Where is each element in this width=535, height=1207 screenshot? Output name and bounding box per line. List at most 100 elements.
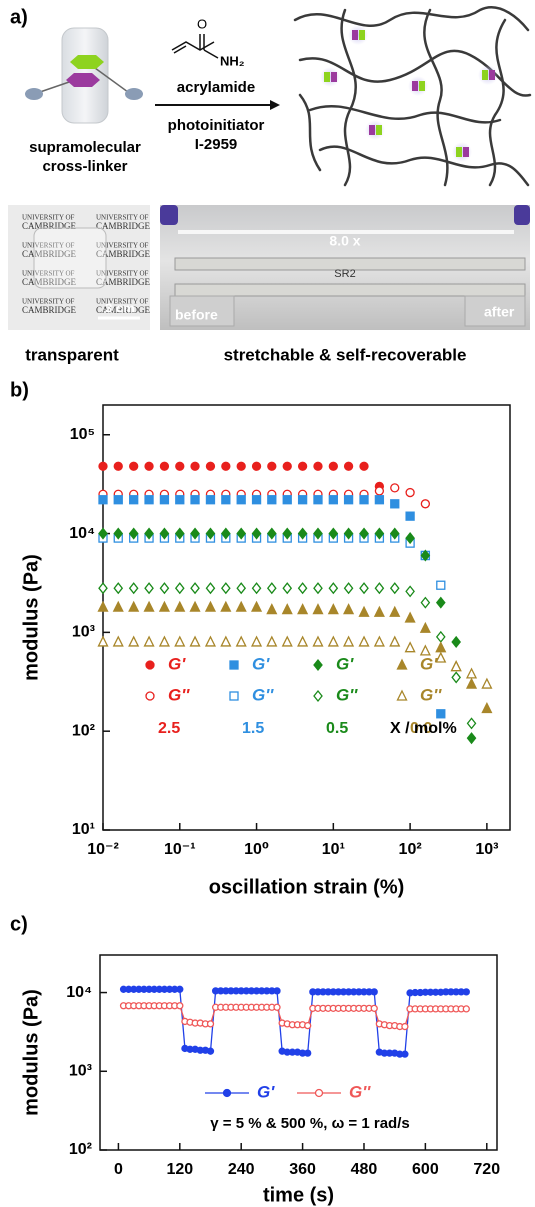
series-line <box>123 988 467 1055</box>
y-tick-label: 10¹ <box>72 821 95 838</box>
marker <box>373 635 385 647</box>
marker <box>189 635 201 647</box>
marker <box>251 600 263 612</box>
scale-bar-label: 3 cm <box>105 300 135 315</box>
marker <box>359 527 369 540</box>
marker <box>435 596 446 609</box>
marker <box>297 527 308 540</box>
marker <box>374 495 385 505</box>
y-tick-label: 10⁴ <box>69 525 95 542</box>
marker <box>128 600 140 612</box>
x-tick-label: 10⁻² <box>87 841 119 858</box>
marker <box>359 495 369 505</box>
y-tick-label: 10³ <box>72 624 95 641</box>
logo-text: CAMBRIDGE <box>22 305 77 315</box>
marker <box>113 461 123 471</box>
legend-label: G'' <box>252 685 274 704</box>
photo-caption: stretchable & self-recoverable <box>224 345 467 364</box>
annotation: γ = 5 % & 500 %, ω = 1 rad/s <box>210 1115 409 1132</box>
marker <box>159 461 170 471</box>
marker <box>205 461 216 471</box>
logo-text: CAMBRIDGE <box>96 249 151 259</box>
marker <box>205 495 216 505</box>
marker <box>174 582 185 595</box>
marker <box>358 605 370 617</box>
marker <box>436 709 446 719</box>
marker <box>251 582 262 595</box>
logo-text: UNIVERSITY OF <box>96 214 149 222</box>
marker <box>282 527 293 540</box>
marker <box>204 600 217 612</box>
marker <box>174 527 185 540</box>
marker <box>204 635 217 647</box>
marker <box>97 600 109 612</box>
marker <box>128 582 139 595</box>
legend-label: G' <box>420 654 438 673</box>
plot-frame <box>99 954 498 1151</box>
marker <box>221 582 231 595</box>
initiator-label: photoinitiator <box>168 117 265 134</box>
marker <box>220 635 232 647</box>
marker <box>143 635 155 647</box>
logo-text: CAMBRIDGE <box>96 305 151 315</box>
marker <box>221 495 231 505</box>
y-tick-label: 10³ <box>69 1062 92 1079</box>
glove <box>160 205 178 225</box>
marker <box>113 527 124 540</box>
marker <box>144 527 154 540</box>
marker <box>297 461 308 471</box>
photo-caption: transparent <box>25 345 119 364</box>
marker <box>175 461 185 471</box>
marker <box>328 527 339 540</box>
marker <box>236 582 247 595</box>
marker <box>273 1003 281 1011</box>
marker <box>267 495 277 505</box>
marker <box>190 582 200 595</box>
legend-group-title: X / mol% <box>390 720 457 737</box>
logo-text: UNIVERSITY OF <box>96 298 149 306</box>
logo-text: CAMBRIDGE <box>22 249 77 259</box>
marker <box>405 487 415 498</box>
marker <box>343 635 355 647</box>
legend-label: G' <box>336 654 354 673</box>
ruler <box>174 283 526 297</box>
marker <box>401 1050 409 1058</box>
marker <box>419 621 431 633</box>
marker <box>221 527 231 540</box>
polymer-network <box>293 6 532 187</box>
x-tick-label: 120 <box>166 1161 193 1178</box>
panel-label: c) <box>10 913 28 935</box>
marker <box>251 495 262 505</box>
legend-group: 0.5 <box>326 720 348 737</box>
marker <box>389 527 400 540</box>
marker <box>113 582 124 595</box>
marker <box>297 635 309 647</box>
network-crosslinks <box>320 25 498 162</box>
marker <box>435 630 446 643</box>
marker <box>465 677 478 689</box>
marker <box>451 671 462 684</box>
marker <box>435 641 447 653</box>
marker <box>98 461 108 471</box>
marker <box>281 603 293 615</box>
marker <box>205 582 216 595</box>
marker <box>174 635 186 647</box>
marker <box>420 549 431 562</box>
marker <box>297 495 308 505</box>
y-axis-title: modulus (Pa) <box>20 989 42 1116</box>
marker <box>235 635 247 647</box>
marker <box>389 635 401 647</box>
logo-text: UNIVERSITY OF <box>22 242 75 250</box>
marker <box>404 611 416 623</box>
marker <box>405 585 415 598</box>
acrylamide-structure <box>171 34 219 59</box>
marker <box>128 527 139 540</box>
marker <box>97 635 109 647</box>
sample-after <box>464 295 526 327</box>
marker <box>266 582 277 595</box>
marker <box>266 603 278 615</box>
marker <box>159 582 170 595</box>
marker <box>129 461 139 471</box>
arrow-head <box>270 100 280 110</box>
scheme-panel: a) supramolecular cross-linker O NH₂ acr… <box>8 6 532 364</box>
